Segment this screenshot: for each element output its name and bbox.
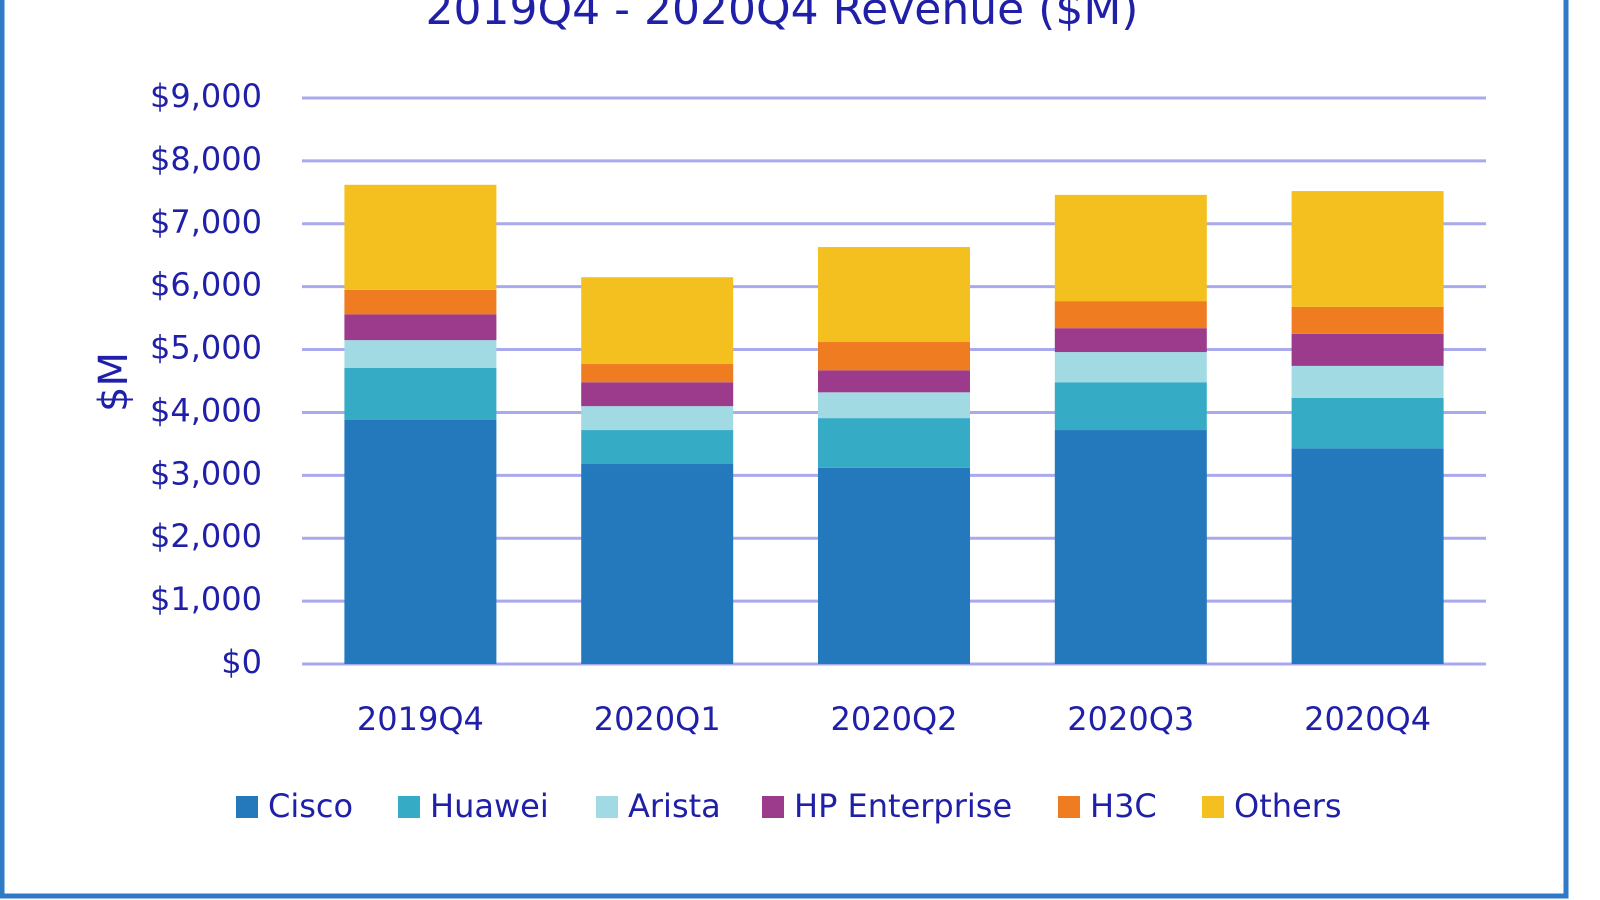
frame [0,0,1569,899]
bar-segment [1054,194,1207,302]
legend-swatch [596,796,618,818]
bar-segment [344,184,497,290]
bar-segment [581,382,734,407]
y-tick-label: $5,000 [150,329,262,367]
legend-swatch [762,796,784,818]
bar-segment [581,364,734,383]
y-tick-label: $0 [221,643,262,681]
y-tick-label: $2,000 [150,517,262,555]
bar-segment [1291,191,1444,307]
bar-segment [581,430,734,465]
bar-segment [1054,301,1207,329]
bar-segment [1291,365,1444,398]
x-tick-label: 2020Q1 [594,700,721,738]
bar-segment [1054,352,1207,383]
x-tick-label: 2019Q4 [357,700,484,738]
bar-segment [1291,333,1444,366]
bar-segment [818,467,970,664]
bar-segment [818,392,970,419]
x-tick-label: 2020Q2 [831,700,958,738]
legend-swatch [1058,796,1080,818]
bar-segment [581,464,734,664]
bar-segment [344,314,497,341]
bar-segment [1291,448,1444,664]
x-tick-label: 2020Q4 [1304,700,1431,738]
bar-segment [1291,306,1444,334]
bar-segment [344,419,497,664]
bar-segment [1054,382,1207,431]
bar-segment [818,418,970,468]
y-tick-label: $7,000 [150,203,262,241]
bar-segment [1291,397,1444,449]
y-tick-label: $3,000 [150,454,262,492]
y-axis-label: $M [91,352,137,412]
x-tick-label: 2020Q3 [1067,700,1194,738]
bar-segment [818,370,970,393]
legend-label: HP Enterprise [794,787,1012,825]
bar-segment [581,277,734,365]
legend-swatch [1202,796,1224,818]
y-tick-label: $8,000 [150,140,262,178]
bar-segment [344,367,497,420]
bar-segment [581,406,734,431]
y-tick-label: $9,000 [150,77,262,115]
bar-segment [344,289,497,315]
legend-swatch [236,796,258,818]
legend-swatch [398,796,420,818]
legend-label: H3C [1090,787,1157,825]
bar-segment [1054,430,1207,664]
y-tick-label: $1,000 [150,580,262,618]
legend-label: Huawei [430,787,549,825]
legend-label: Cisco [268,787,353,825]
legend-label: Arista [628,787,721,825]
bar-segment [818,247,970,343]
legend-label: Others [1234,787,1342,825]
y-tick-label: $6,000 [150,266,262,304]
bar-segment [818,342,970,371]
chart-title: 2019Q4 - 2020Q4 Revenue ($M) [426,0,1139,35]
bar-segment [1054,328,1207,353]
bar-segment [344,340,497,368]
y-tick-label: $4,000 [150,391,262,429]
